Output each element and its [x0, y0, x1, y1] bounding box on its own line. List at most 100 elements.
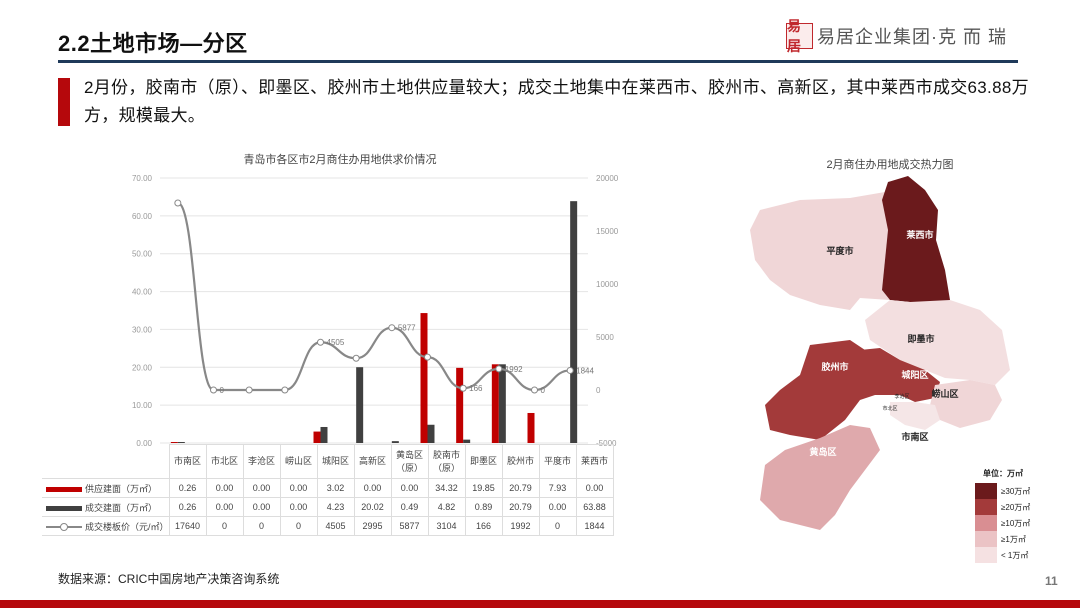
legend-item: ≥20万㎡	[975, 499, 1030, 515]
bar	[391, 441, 399, 443]
y-right-tick: 20000	[596, 174, 619, 183]
point-label: 1844	[576, 366, 594, 375]
line-point	[317, 338, 324, 346]
heat-map: 莱西市 平度市 即墨市 胶州市 城阳区 崂山区 李沧区 市北区 市南区 黄岛区	[750, 176, 1010, 530]
lead-paragraph: 2月份，胶南市（原）、即墨区、胶州市土地供应量较大；成交土地集中在莱西市、胶州市…	[84, 78, 1029, 125]
table-cell: 20.79	[501, 497, 540, 517]
table-cell: 20.02	[353, 497, 392, 517]
bar	[320, 426, 328, 443]
table-cell: 0.00	[242, 478, 281, 498]
point-label: 1992	[505, 365, 523, 374]
table-row: 成交建面（万㎡） 0.26 0.00 0.00 0.00 4.23 20.02 0.49 4.8…	[42, 497, 614, 517]
line-point	[531, 386, 538, 394]
bar	[463, 439, 471, 443]
bar	[313, 431, 321, 443]
column-header: 即墨区	[464, 444, 503, 479]
column-header: 城阳区	[316, 444, 355, 479]
legend-label: ≥1万㎡	[1001, 534, 1026, 544]
column-header: 平度市	[538, 444, 577, 479]
table-row: 供应建面（万㎡） 0.26 0.00 0.00 0.00 3.02 0.00 0.00 34.3…	[42, 478, 614, 498]
y-left-tick: 50.00	[132, 250, 153, 259]
region-laixi	[882, 176, 950, 305]
legend-label: ≥10万㎡	[1001, 518, 1031, 528]
line-point	[245, 386, 253, 394]
legend-swatch-icon	[975, 483, 997, 499]
table-cell: 0.89	[464, 497, 503, 517]
table-cell: 5877	[390, 516, 429, 536]
table-cell: 0.26	[168, 497, 207, 517]
row-label: 成交建面（万㎡）	[42, 497, 170, 517]
line-point	[459, 384, 467, 392]
label-shibei: 市北区	[882, 405, 897, 412]
label-chengyang: 城阳区	[901, 369, 928, 380]
bar	[456, 367, 464, 443]
y-left-tick: 40.00	[132, 288, 153, 297]
label-jimo: 即墨市	[907, 333, 934, 344]
page-number: 11	[1045, 574, 1058, 588]
legend-swatch-icon	[975, 499, 997, 515]
legend-item: ≥1万㎡	[975, 531, 1030, 547]
legend-item: < 1万㎡	[975, 547, 1030, 563]
bar	[427, 424, 435, 443]
line-point	[281, 386, 289, 394]
deal-swatch-icon	[46, 505, 82, 511]
combo-chart: 0.00 10.00 20.00 30.00 40.00 50.00 60.00 70.00 -…	[132, 174, 619, 448]
bar	[498, 364, 506, 443]
chart-title: 青岛市各区市2月商住办用地供求价情况	[243, 154, 437, 166]
y-left-tick: 30.00	[132, 325, 153, 334]
line-point	[424, 353, 431, 361]
legend-unit: 单位：万㎡	[983, 469, 1023, 478]
region-licang-shibei	[890, 402, 940, 430]
table-cell: 34.32	[427, 478, 466, 498]
line-point	[210, 386, 217, 394]
y-left-tick: 70.00	[132, 174, 153, 183]
legend-swatch-icon	[975, 515, 997, 531]
label-laixi: 莱西市	[906, 229, 933, 240]
table-cell: 0.00	[279, 497, 318, 517]
column-header: 胶州市	[501, 444, 540, 479]
bar	[356, 367, 364, 443]
table-cell: 0	[279, 516, 318, 536]
y-right-tick: -5000	[596, 439, 617, 448]
table-cell: 20.79	[501, 478, 540, 498]
legend-item: ≥30万㎡	[975, 483, 1030, 499]
title-divider	[58, 60, 1018, 63]
point-label: 4505	[327, 338, 345, 347]
line-point	[388, 324, 396, 332]
y-right-tick: 10000	[596, 280, 619, 289]
table-row: 成交楼板价（元/㎡） 17640 0 0 0 4505 2995 5877 3104 166 199…	[42, 516, 614, 536]
data-source: 数据来源：CRIC中国房地产决策咨询系统	[58, 572, 280, 586]
page-title: 2.2土地市场—分区	[58, 31, 248, 56]
map-legend: 单位：万㎡ ≥30万㎡ ≥20万㎡ ≥10万㎡ ≥1万㎡ < 1万㎡	[975, 468, 1030, 563]
lead-accent-bar	[58, 78, 70, 126]
bar	[170, 442, 178, 443]
table-cell: 4.23	[316, 497, 355, 517]
chart-data-table: 市南区 市北区 李沧区 崂山区 城阳区 高新区 黄岛区 （原） 胶南市 （原） 即墨区 胶州市 平度市莱…	[42, 444, 614, 536]
y-left-tick: 0.00	[136, 439, 152, 448]
column-header: 黄岛区 （原）	[390, 444, 429, 479]
label-huangdao: 黄岛区	[809, 446, 836, 457]
line-point	[495, 365, 503, 373]
column-header: 胶南市 （原）	[427, 444, 466, 479]
y-left-tick: 20.00	[132, 363, 153, 372]
table-cell: 0	[205, 516, 244, 536]
point-label: 166	[469, 384, 483, 393]
column-header: 市北区	[205, 444, 244, 479]
row-label: 成交楼板价（元/㎡）	[42, 516, 170, 536]
row-label: 供应建面（万㎡）	[42, 478, 170, 498]
brand-logo: 易居 易居企业集团·克 而 瑞	[786, 18, 1007, 54]
table-cell: 166	[464, 516, 503, 536]
column-header: 高新区	[353, 444, 392, 479]
line-point	[566, 366, 574, 374]
y-right-tick: 0	[596, 386, 601, 395]
table-cell: 0.00	[353, 478, 392, 498]
table-header-row: 市南区 市北区 李沧区 崂山区 城阳区 高新区 黄岛区 （原） 胶南市 （原） 即墨区 胶州市 平度市莱…	[42, 444, 614, 479]
table-cell: 0.26	[168, 478, 207, 498]
region-chengyang	[860, 348, 940, 402]
table-cell: 4505	[316, 516, 355, 536]
table-cell: 0	[538, 516, 577, 536]
price-line	[177, 201, 571, 392]
legend-item: ≥10万㎡	[975, 515, 1030, 531]
price-line-icon	[46, 523, 82, 532]
region-jiaozhou	[765, 340, 865, 440]
